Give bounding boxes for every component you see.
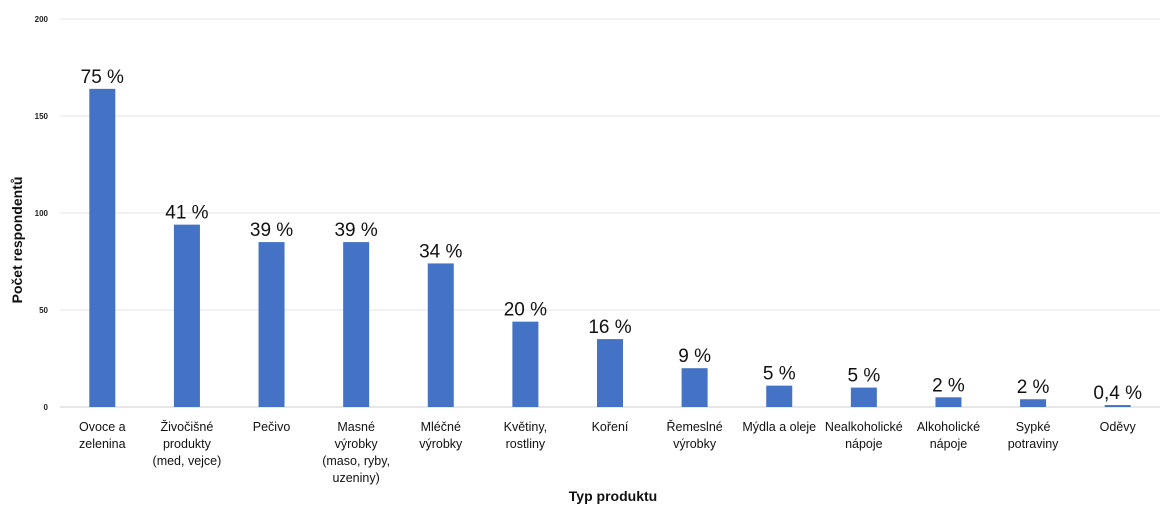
y-tick-label: 150 — [35, 112, 49, 121]
data-label: 5 % — [763, 364, 796, 385]
bar — [766, 385, 793, 407]
x-tick-label: Masné výrobky (maso, ryby, uzeniny) — [322, 420, 390, 485]
x-tick-label: Nealkoholické nápoje — [825, 420, 903, 451]
y-tick-label: 100 — [35, 209, 49, 218]
bar — [597, 339, 623, 407]
bar — [258, 242, 285, 407]
x-tick-label: Mléčné výrobky — [419, 420, 463, 451]
y-axis-ticks: 0 50 100 150 200 — [35, 15, 49, 412]
data-label: 75 % — [81, 67, 124, 88]
data-label: 2 % — [1017, 377, 1050, 398]
x-tick-label: Koření — [592, 420, 629, 434]
bar — [427, 263, 454, 407]
bars — [89, 88, 1131, 407]
data-label: 9 % — [678, 346, 711, 367]
data-label: 16 % — [588, 317, 631, 338]
data-label: 39 % — [334, 220, 377, 241]
data-label: 2 % — [932, 375, 965, 396]
y-tick-label: 0 — [44, 403, 49, 412]
y-tick-label: 200 — [35, 15, 49, 24]
x-axis-title: Typ produktu — [569, 488, 657, 504]
y-tick-label: 50 — [39, 306, 48, 315]
data-label: 20 % — [504, 300, 547, 321]
gridlines — [60, 18, 1160, 408]
data-label: 39 % — [250, 220, 293, 241]
data-label: 34 % — [419, 241, 462, 262]
x-tick-label: Řemeslné výrobky — [666, 419, 722, 451]
x-tick-label: Sypké potraviny — [1008, 420, 1059, 451]
x-tick-label: Oděvy — [1100, 420, 1137, 434]
x-tick-label: Alkoholické nápoje — [917, 420, 980, 451]
bar — [173, 224, 200, 407]
bar — [935, 397, 962, 407]
y-axis-title: Počet respondentů — [9, 177, 25, 304]
x-tick-label: Živočišné produkty (med, vejce) — [153, 419, 222, 468]
bar — [1104, 405, 1131, 407]
data-label: 41 % — [165, 203, 208, 224]
x-tick-label: Pečivo — [253, 420, 291, 434]
bar — [512, 321, 539, 407]
x-tick-label: Ovoce a zelenina — [79, 420, 126, 451]
x-tick-label: Mýdla a oleje — [742, 420, 816, 434]
data-label: 0,4 % — [1093, 383, 1142, 404]
bar — [1020, 399, 1047, 407]
bar — [89, 88, 116, 407]
x-tick-label: Květiny, rostliny — [504, 420, 548, 451]
bar — [850, 387, 877, 407]
data-label: 5 % — [847, 366, 880, 387]
x-axis-categories: Ovoce a zelenina Živočišné produkty (med, ve… — [79, 419, 1136, 485]
bar — [343, 242, 370, 407]
bar — [681, 368, 708, 407]
data-labels: 75 % 41 % 39 % 39 % 34 % 20 % 16 % 9 % 5 % 5 % 2 %… — [81, 67, 1142, 404]
